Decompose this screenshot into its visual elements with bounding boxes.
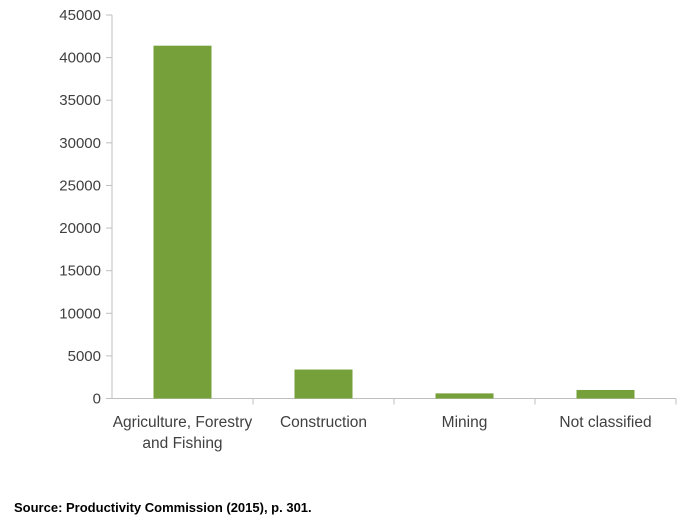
y-tick-label: 25000 — [59, 177, 101, 194]
y-tick-label: 35000 — [59, 92, 101, 109]
y-tick-label: 30000 — [59, 135, 101, 152]
bar — [153, 45, 212, 399]
bar — [294, 369, 353, 399]
x-category-label: Agriculture, Forestry — [113, 414, 253, 431]
y-tick-label: 10000 — [59, 305, 101, 322]
chart-labels: 0 5000 10000 15000 20000 25000 30000 35000 40000… — [59, 7, 651, 452]
y-tick-label: 5000 — [68, 348, 101, 365]
y-tick-label: 20000 — [59, 220, 101, 237]
bar-chart: 0 5000 10000 15000 20000 25000 30000 35000 40000… — [59, 7, 677, 452]
x-category-label: Construction — [280, 414, 367, 431]
x-category-label: Not classified — [559, 414, 651, 431]
y-tick-label: 40000 — [59, 50, 101, 67]
bar — [576, 389, 635, 399]
bar — [435, 393, 494, 399]
y-tick-label: 45000 — [59, 7, 101, 24]
x-category-label: Mining — [442, 414, 488, 431]
chart-bars — [153, 45, 635, 399]
x-category-label: and Fishing — [142, 435, 222, 452]
y-tick-label: 0 — [93, 391, 101, 408]
source-note: Source: Productivity Commission (2015), … — [14, 500, 312, 515]
y-tick-label: 15000 — [59, 263, 101, 280]
